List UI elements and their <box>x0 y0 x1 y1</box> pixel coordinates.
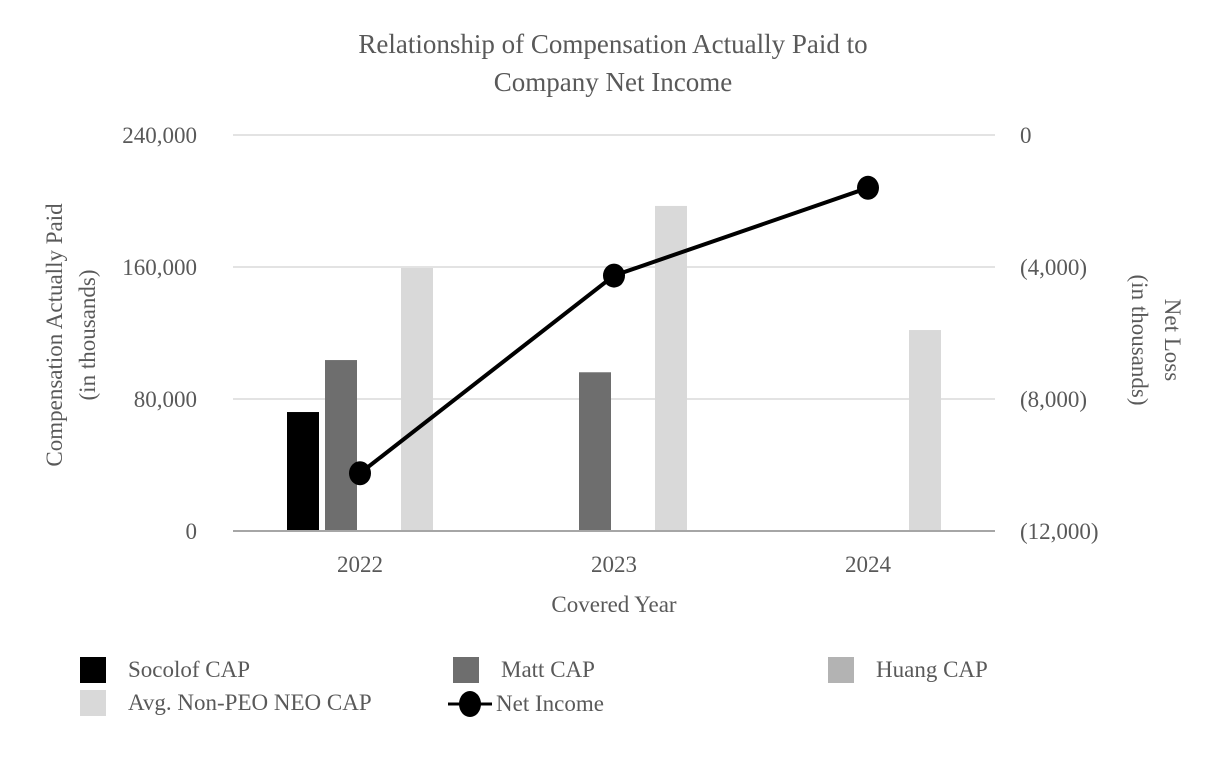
y2-axis-title: Net Loss (in thousands) <box>1127 275 1185 406</box>
y2-tick-label: 0 <box>1020 123 1032 148</box>
legend-item-huang: Huang CAP <box>828 657 988 683</box>
chart-title: Relationship of Compensation Actually Pa… <box>0 25 1226 101</box>
net-income-point-2024 <box>857 175 879 200</box>
y-tick-label: 0 <box>186 519 198 544</box>
y2-tick-label: (4,000) <box>1020 255 1087 280</box>
x-tick-label: 2023 <box>591 552 637 577</box>
legend-swatch-socolof <box>80 657 106 683</box>
chart-title-line-2: Company Net Income <box>493 67 733 97</box>
legend-label: Socolof CAP <box>128 657 251 682</box>
bar-matt-cap-2023 <box>579 372 611 531</box>
bar-socolof-cap-2022 <box>287 412 319 531</box>
legend-item-matt: Matt CAP <box>453 657 595 683</box>
legend-label: Huang CAP <box>876 657 988 682</box>
y2-axis-title-line: Net Loss <box>1160 299 1185 381</box>
y2-axis-title-line: (in thousands) <box>1127 275 1152 406</box>
y2-tick-label: (12,000) <box>1020 519 1099 544</box>
x-axis-title: Covered Year <box>551 592 677 617</box>
legend-swatch-avg <box>80 690 106 716</box>
legend-item-avg-non-peo: Avg. Non-PEO NEO CAP <box>80 690 372 716</box>
y-tick-label: 80,000 <box>134 387 197 412</box>
net-income-point-2023 <box>603 263 625 288</box>
legend-label: Matt CAP <box>501 657 595 682</box>
y-tick-label: 160,000 <box>122 255 197 280</box>
y-tick-label: 240,000 <box>122 123 197 148</box>
x-tick-label: 2024 <box>845 552 892 577</box>
legend-label: Net Income <box>496 691 604 716</box>
y-axis-title-line: (in thousands) <box>75 270 100 401</box>
chart-title-line-1: Relationship of Compensation Actually Pa… <box>358 29 868 59</box>
legend-swatch-matt <box>453 657 479 683</box>
bar-matt-cap-2022 <box>325 360 357 531</box>
legend-marker-net-income <box>448 691 492 717</box>
legend-swatch-huang <box>828 657 854 683</box>
bar-avg-non-peo-neo-cap-2024 <box>909 330 941 531</box>
net-income-line <box>358 185 869 475</box>
bar-avg-non-peo-neo-cap-2022 <box>401 267 433 531</box>
y-axis-title: Compensation Actually Paid (in thousands) <box>42 203 100 467</box>
net-income-point-2022 <box>349 461 371 486</box>
legend-item-socolof: Socolof CAP <box>80 657 250 683</box>
y-axis-title-line: Compensation Actually Paid <box>42 203 67 467</box>
y2-tick-label: (8,000) <box>1020 387 1087 412</box>
legend-item-net-income: Net Income <box>448 690 604 718</box>
legend-label: Avg. Non-PEO NEO CAP <box>128 690 372 715</box>
x-tick-label: 2022 <box>337 552 383 577</box>
